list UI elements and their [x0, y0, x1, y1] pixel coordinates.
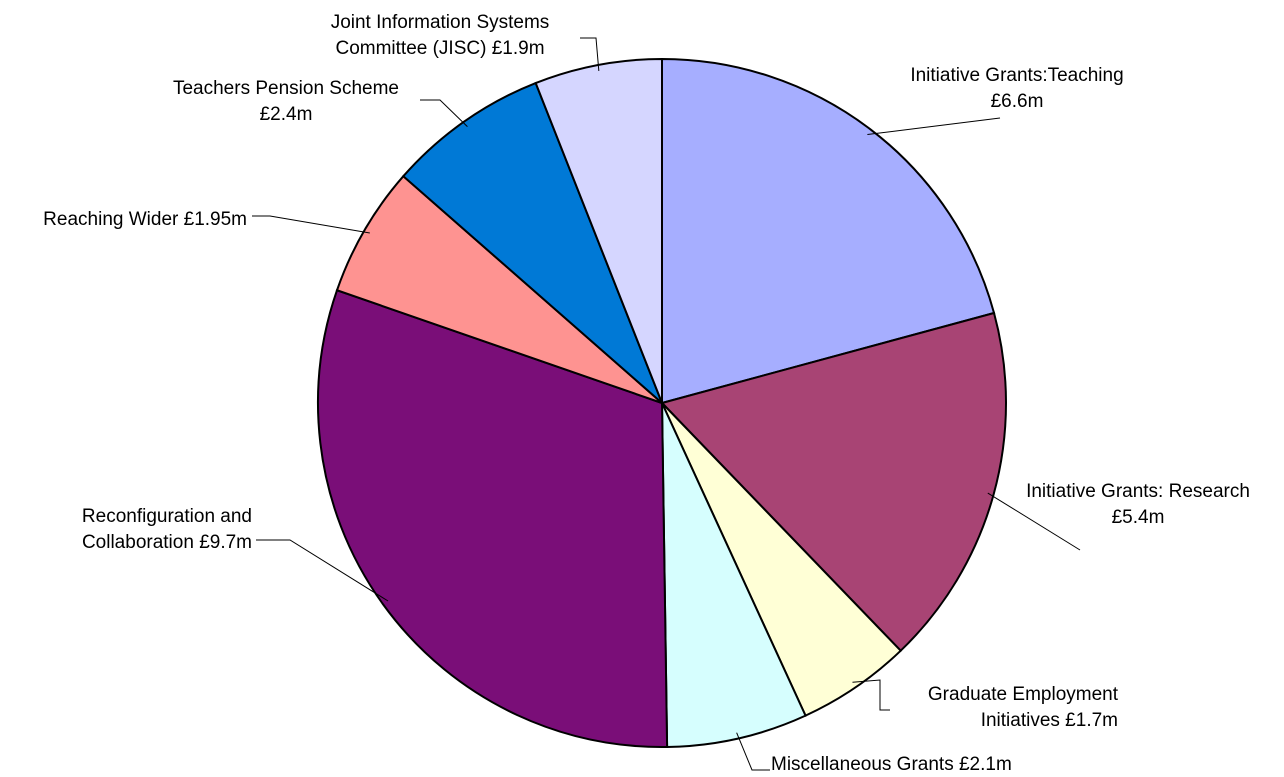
pie-slices [318, 59, 1006, 747]
slice-label-line: Miscellaneous Grants £2.1m [771, 754, 1012, 775]
slice-label-line: Teachers Pension Scheme [173, 78, 399, 99]
slice-label-line: £5.4m [1112, 507, 1165, 528]
slice-label-4: Miscellaneous Grants £2.1m [771, 754, 1012, 775]
slice-label-line: Initiative Grants:Teaching [910, 65, 1123, 86]
slice-label-line: Reaching Wider £1.95m [43, 209, 247, 230]
leader-line-1 [867, 118, 1000, 135]
leader-line-6 [252, 216, 370, 233]
slice-label-5: Reconfiguration and Collaboration £9.7m [82, 506, 252, 553]
slice-label-1: Initiative Grants:Teaching £6.6m [910, 65, 1123, 112]
slice-label-6: Reaching Wider £1.95m [43, 209, 247, 230]
slice-label-2: Initiative Grants: Research £5.4m [1026, 481, 1250, 528]
slice-label-7: Teachers Pension Scheme £2.4m [173, 78, 399, 125]
slice-label-line: £6.6m [991, 91, 1044, 112]
slice-label-line: £2.4m [260, 104, 313, 125]
slice-label-line: Collaboration £9.7m [82, 532, 252, 553]
slice-label-line: Graduate Employment [928, 684, 1119, 705]
leader-line-7 [420, 100, 467, 127]
slice-label-line: Reconfiguration and [82, 506, 252, 527]
slice-label-line: Initiatives £1.7m [981, 710, 1118, 731]
slice-label-8: Joint Information Systems Committee (JISC… [331, 12, 550, 59]
slice-label-line: Joint Information Systems [331, 12, 550, 33]
slice-label-line: Initiative Grants: Research [1026, 481, 1250, 502]
slice-label-line: Committee (JISC) £1.9m [335, 38, 544, 59]
slice-label-3: Graduate Employment Initiatives £1.7m [928, 684, 1119, 731]
